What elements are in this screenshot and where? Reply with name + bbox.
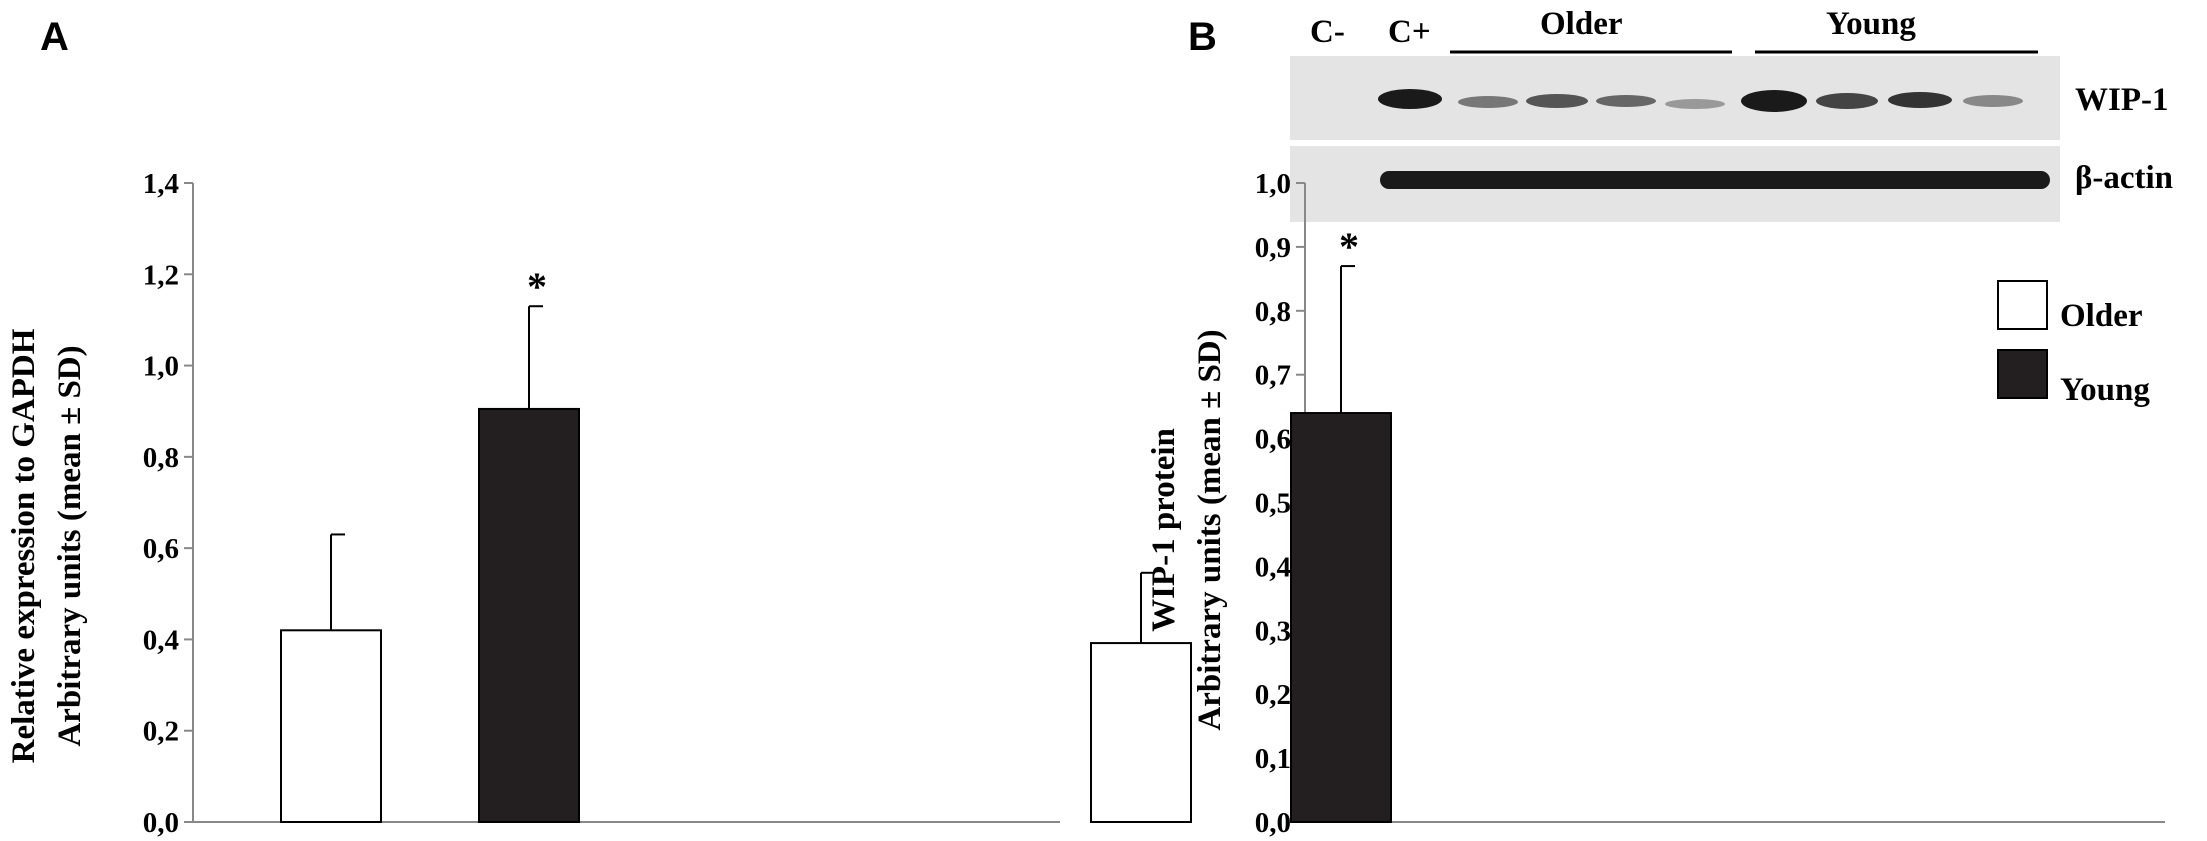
- wip1-band: [1458, 96, 1518, 108]
- chart-a-ytick-label: 1,2: [143, 259, 179, 291]
- chart-b-ytick-label: 0,7: [1255, 360, 1291, 392]
- wip1-band: [1741, 90, 1807, 112]
- chart-b-ytick-label: 0,2: [1255, 679, 1291, 711]
- wip1-band: [1665, 99, 1725, 109]
- chart-b-ytick-label: 0,9: [1255, 232, 1291, 264]
- chart-a-ylabel-line2: Arbitrary units (mean ± SD): [52, 345, 88, 746]
- wip1-band: [1596, 95, 1656, 107]
- chart-a-ytick-label: 0,0: [143, 807, 179, 839]
- wip1-band: [1816, 93, 1878, 109]
- chart-b: WIP-1 protein Arbitrary units (mean ± SD…: [1090, 168, 2165, 839]
- wip1-band: [1378, 89, 1442, 109]
- chart-b-bar-young: [1290, 412, 1392, 823]
- legend-swatch-older: [1997, 280, 2048, 330]
- legend-label-young: Young: [2060, 372, 2150, 408]
- chart-a-ylabel-line1: Relative expression to GAPDH: [6, 328, 42, 763]
- chart-b-bar-older: [1090, 642, 1192, 824]
- lane-label-c-plus: C+: [1388, 14, 1431, 50]
- western-blot: C- C+ Older Young WIP-1 β-actin: [1290, 6, 2173, 222]
- lane-label-c-minus: C-: [1310, 14, 1345, 50]
- chart-a-ytick-label: 1,0: [143, 351, 179, 383]
- chart-a-ytick-label: 0,8: [143, 442, 179, 474]
- row-label-actin: β-actin: [2075, 160, 2173, 196]
- chart-a-ytick-label: 0,4: [143, 624, 179, 656]
- chart-b-ytick-label: 0,6: [1255, 424, 1291, 456]
- chart-b-ytick-label: 0,1: [1255, 743, 1291, 775]
- chart-b-ytick-label: 0,5: [1255, 488, 1291, 520]
- legend-swatch-young: [1997, 349, 2048, 399]
- chart-a-ytick-label: 0,6: [143, 533, 179, 565]
- chart-a: Relative expression to GAPDH Arbitrary u…: [6, 168, 1060, 839]
- legend: Older Young: [1997, 280, 2150, 408]
- chart-a-bar-young: [478, 407, 580, 823]
- wip1-bands: [1378, 89, 2023, 112]
- chart-b-ytick-label: 0,4: [1255, 551, 1291, 583]
- row-label-wip1: WIP-1: [2075, 82, 2169, 118]
- actin-band: [1380, 171, 2050, 189]
- panel-label-b: B: [1188, 15, 1217, 59]
- wip1-band: [1963, 95, 2023, 107]
- panel-label-a: A: [40, 15, 69, 59]
- group-label-young: Young: [1826, 6, 1916, 42]
- actin-bands: [1380, 171, 2050, 189]
- chart-b-ytick-label: 0,0: [1255, 807, 1291, 839]
- chart-a-ytick-label: 0,2: [143, 716, 179, 748]
- wip1-band: [1888, 92, 1952, 108]
- chart-a-ytick-label: 1,4: [143, 168, 179, 200]
- chart-b-ytick-label: 0,3: [1255, 615, 1291, 647]
- group-label-older: Older: [1540, 6, 1622, 42]
- chart-b-ytick-label: 0,8: [1255, 296, 1291, 328]
- chart-a-significance-young: *: [527, 264, 547, 309]
- chart-b-ylabel-line1: WIP-1 protein: [1146, 428, 1182, 632]
- chart-b-significance-young: *: [1339, 224, 1359, 269]
- chart-a-bar-older: [280, 629, 382, 823]
- legend-label-older: Older: [2060, 298, 2142, 334]
- wip1-band: [1526, 94, 1588, 108]
- chart-b-ylabel-line2: Arbitrary units (mean ± SD): [1192, 329, 1228, 730]
- chart-b-ytick-label: 1,0: [1255, 168, 1291, 200]
